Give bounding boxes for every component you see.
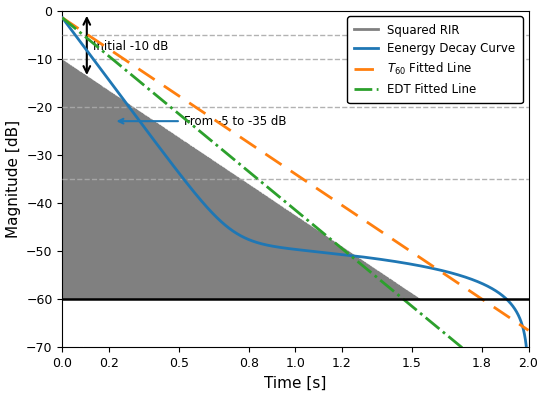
Legend: Squared RIR, Eenergy Decay Curve, $T_{60}$ Fitted Line, EDT Fitted Line: Squared RIR, Eenergy Decay Curve, $T_{60… (347, 17, 523, 103)
$T_{60}$ Fitted Line (59, 15, 66, 20)
$T_{60}$ Fitted Line (78, 29, 85, 33)
EDT Fitted Line (151, 91, 157, 95)
$T_{60}$ Fitted Line (87, 34, 94, 39)
$T_{60}$ Fitted Line (151, 77, 157, 82)
Line: EDT Fitted Line: EDT Fitted Line (63, 18, 529, 396)
Line: Eenergy Decay Curve: Eenergy Decay Curve (63, 18, 529, 396)
Text: Initial -10 dB: Initial -10 dB (92, 40, 168, 53)
Eenergy Decay Curve (87, 53, 94, 57)
EDT Fitted Line (500, 380, 507, 385)
Eenergy Decay Curve (287, 246, 293, 251)
$T_{60}$ Fitted Line (287, 168, 293, 173)
Eenergy Decay Curve (61, 18, 67, 23)
Eenergy Decay Curve (151, 137, 157, 142)
EDT Fitted Line (87, 38, 94, 43)
Eenergy Decay Curve (78, 41, 85, 46)
$T_{60}$ Fitted Line (61, 17, 67, 21)
Eenergy Decay Curve (59, 15, 66, 20)
EDT Fitted Line (78, 31, 85, 36)
Line: $T_{60}$ Fitted Line: $T_{60}$ Fitted Line (63, 18, 529, 330)
EDT Fitted Line (287, 204, 293, 208)
Eenergy Decay Curve (500, 294, 507, 299)
X-axis label: Time [s]: Time [s] (264, 375, 326, 390)
EDT Fitted Line (59, 15, 66, 20)
Y-axis label: Magnitude [dB]: Magnitude [dB] (5, 120, 21, 238)
Text: From -5 to -35 dB: From -5 to -35 dB (119, 115, 286, 128)
$T_{60}$ Fitted Line (500, 311, 507, 316)
$T_{60}$ Fitted Line (526, 328, 532, 333)
EDT Fitted Line (61, 17, 67, 22)
